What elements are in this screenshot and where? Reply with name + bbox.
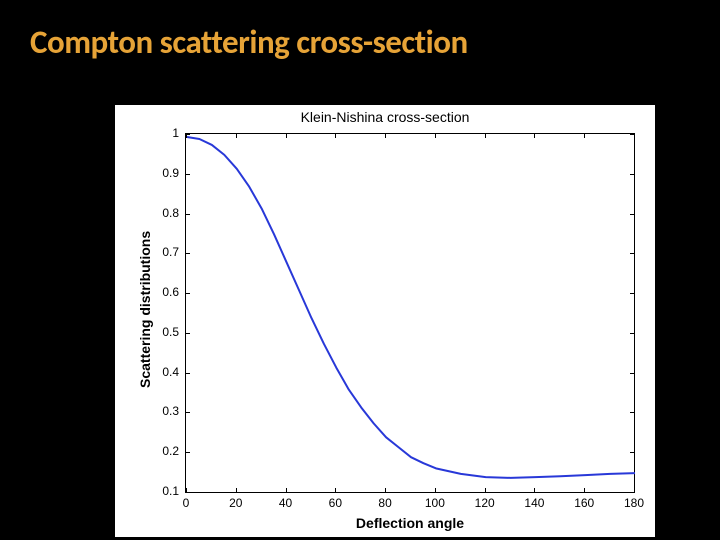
ytick-mark-right (630, 412, 635, 413)
ytick-label: 0.8 (162, 206, 179, 220)
ytick-mark (185, 412, 190, 413)
xtick-mark-top (485, 133, 486, 138)
line-series (186, 134, 636, 494)
xtick-mark-top (236, 133, 237, 138)
ytick-mark-right (630, 492, 635, 493)
ytick-mark (185, 452, 190, 453)
xtick-mark-top (584, 133, 585, 138)
ytick-mark (185, 134, 190, 135)
ytick-label: 0.2 (162, 444, 179, 458)
ytick-label: 0.6 (162, 285, 179, 299)
ytick-mark-right (630, 214, 635, 215)
xtick-mark-top (335, 133, 336, 138)
xtick-label: 0 (174, 496, 198, 510)
xtick-label: 160 (572, 496, 596, 510)
xtick-mark (286, 488, 287, 493)
ytick-mark (185, 253, 190, 254)
ytick-label: 1 (172, 126, 179, 140)
xtick-mark (485, 488, 486, 493)
ytick-mark (185, 492, 190, 493)
ytick-mark-right (630, 373, 635, 374)
xtick-mark-top (286, 133, 287, 138)
chart-container: Klein-Nishina cross-section Scattering d… (115, 105, 655, 537)
xtick-mark-top (435, 133, 436, 138)
ytick-mark-right (630, 293, 635, 294)
xtick-label: 40 (274, 496, 298, 510)
ytick-label: 0.1 (162, 484, 179, 498)
xtick-mark (534, 488, 535, 493)
ytick-mark-right (630, 134, 635, 135)
xtick-label: 180 (622, 496, 646, 510)
ytick-mark (185, 293, 190, 294)
ytick-mark-right (630, 333, 635, 334)
ytick-mark (185, 174, 190, 175)
xtick-mark (435, 488, 436, 493)
xtick-mark-top (534, 133, 535, 138)
ytick-mark-right (630, 174, 635, 175)
page-title: Compton scattering cross-section (30, 22, 468, 62)
x-axis-label: Deflection angle (185, 515, 635, 531)
xtick-label: 20 (224, 496, 248, 510)
xtick-mark (335, 488, 336, 493)
xtick-mark-top (385, 133, 386, 138)
ytick-label: 0.7 (162, 245, 179, 259)
xtick-label: 80 (373, 496, 397, 510)
ytick-mark (185, 214, 190, 215)
ytick-label: 0.9 (162, 166, 179, 180)
ytick-mark (185, 373, 190, 374)
xtick-mark (236, 488, 237, 493)
xtick-label: 120 (473, 496, 497, 510)
ytick-mark-right (630, 452, 635, 453)
chart-title: Klein-Nishina cross-section (115, 109, 655, 125)
xtick-label: 100 (423, 496, 447, 510)
xtick-label: 60 (323, 496, 347, 510)
ytick-label: 0.3 (162, 404, 179, 418)
xtick-label: 140 (522, 496, 546, 510)
xtick-mark (584, 488, 585, 493)
xtick-mark (385, 488, 386, 493)
ytick-mark-right (630, 253, 635, 254)
y-axis-label: Scattering distributions (137, 231, 153, 388)
ytick-label: 0.5 (162, 325, 179, 339)
ytick-label: 0.4 (162, 365, 179, 379)
ytick-mark (185, 333, 190, 334)
slide: Compton scattering cross-section Klein-N… (0, 0, 720, 540)
plot-area (185, 133, 635, 493)
